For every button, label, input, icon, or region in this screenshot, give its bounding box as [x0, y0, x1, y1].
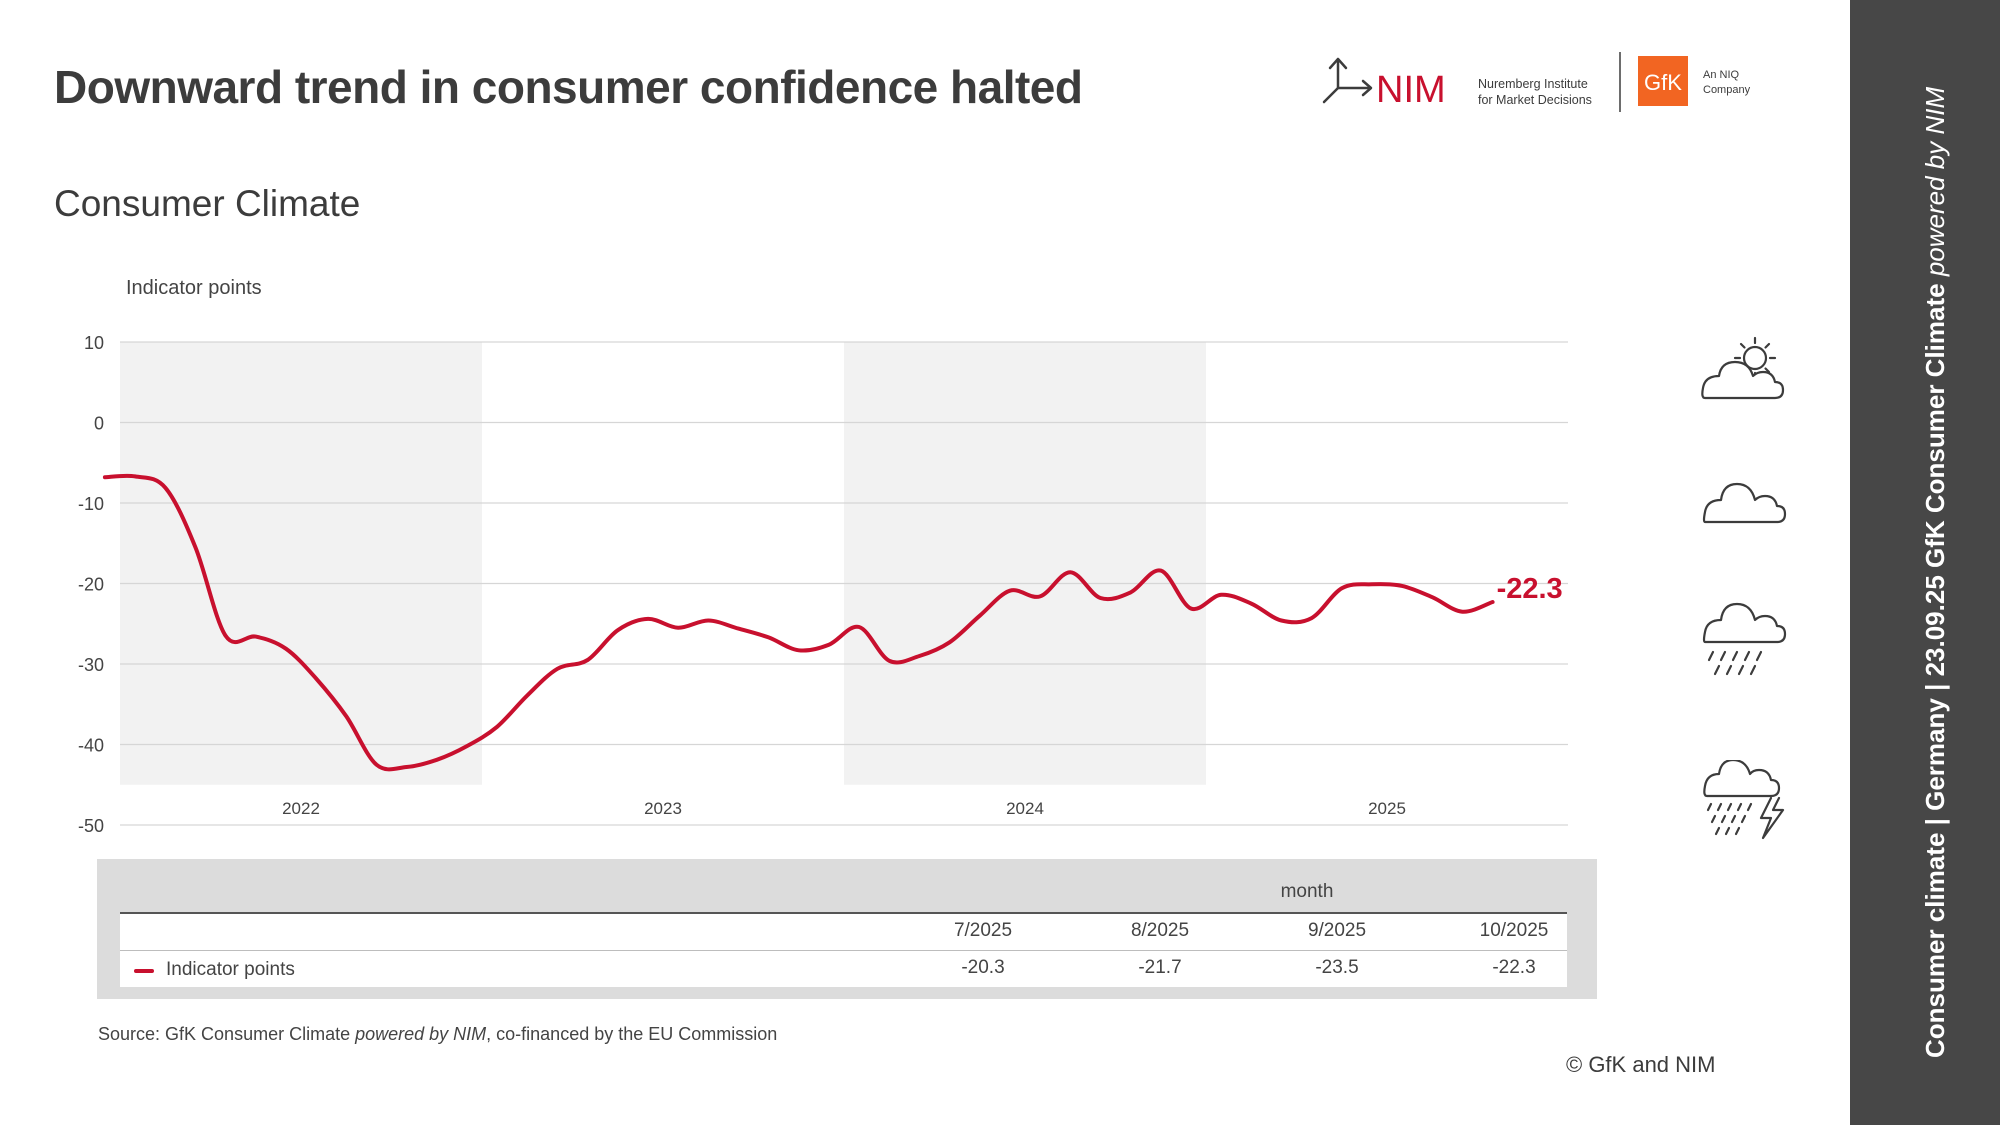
- niq-tagline-2: Company: [1703, 84, 1751, 96]
- consumer-climate-chart: 10 0 -10 -20 -30 -40 -50 Indicator points 2022 20…: [78, 277, 1568, 836]
- y-tick-label: 0: [94, 414, 104, 434]
- x-year-label: 2025: [1368, 799, 1406, 818]
- nim-tagline-1: Nuremberg Institute: [1478, 77, 1588, 91]
- y-tick-label: -10: [78, 494, 104, 514]
- y-tick-label: 10: [84, 333, 104, 353]
- sun-cloud-icon: [1701, 336, 1785, 400]
- niq-tagline-1: An NIQ: [1703, 69, 1740, 81]
- rain-cloud-icon: [1702, 602, 1787, 676]
- source-prefix: Source: GfK Consumer Climate: [98, 1024, 356, 1044]
- table-header-row: 7/2025 8/2025 9/2025 10/2025: [120, 914, 1567, 951]
- legend-label: Indicator points: [166, 959, 295, 980]
- y-tick-label: -20: [78, 575, 104, 595]
- year-band: [120, 342, 482, 785]
- table-col-header: 7/2025: [953, 920, 1013, 941]
- table-cell: -21.7: [1138, 957, 1182, 978]
- sidebar-caption-italic: powered by NIM: [1920, 86, 1950, 277]
- y-tick-label: -30: [78, 655, 104, 675]
- table-col-header: 9/2025: [1307, 920, 1367, 941]
- y-axis-label: Indicator points: [126, 277, 262, 299]
- table-row: Indicator points -20.3 -21.7 -23.5 -22.3: [120, 951, 1567, 987]
- gfk-logo-box: [1638, 56, 1688, 106]
- source-suffix: , co-financed by the EU Commission: [486, 1024, 778, 1044]
- y-tick-label: -50: [78, 816, 104, 836]
- table-cell: -22.3: [1492, 957, 1536, 978]
- year-band: [844, 342, 1206, 785]
- source-italic: powered by NIM: [355, 1024, 487, 1044]
- table-group-header: month: [1280, 881, 1334, 902]
- x-year-label: 2023: [644, 799, 682, 818]
- data-table-panel: month 7/2025 8/2025 9/2025 10/2025 Indic…: [97, 859, 1597, 999]
- sidebar-caption: Consumer climate | Germany | 23.09.25 Gf…: [1920, 87, 1951, 1058]
- logo-group: NIM Nuremberg Institute for Market Decis…: [1322, 52, 1751, 112]
- data-table: 7/2025 8/2025 9/2025 10/2025 Indicator p…: [120, 912, 1567, 987]
- sidebar: [1850, 0, 2000, 1125]
- cloud-icon: [1702, 482, 1787, 524]
- gfk-logo-text: GfK: [1644, 70, 1682, 95]
- table-col-header: 8/2025: [1130, 920, 1190, 941]
- chart-subtitle: Consumer Climate: [54, 183, 361, 224]
- table-cell: -23.5: [1315, 957, 1359, 978]
- copyright: © GfK and NIM: [1566, 1052, 1716, 1077]
- table-cell: -20.3: [961, 957, 1005, 978]
- y-tick-label: -40: [78, 736, 104, 756]
- source-note: Source: GfK Consumer Climate powered by …: [98, 1024, 777, 1045]
- last-value-label: -22.3: [1497, 573, 1563, 605]
- sidebar-caption-bold: Consumer climate | Germany | 23.09.25 Gf…: [1920, 276, 1950, 1058]
- nim-tagline-2: for Market Decisions: [1478, 93, 1592, 107]
- x-year-label: 2022: [282, 799, 320, 818]
- thunderstorm-icon: [1703, 760, 1785, 840]
- legend-swatch: [134, 969, 154, 973]
- page-title: Downward trend in consumer confidence ha…: [54, 61, 1083, 113]
- series-line-indicator-points: [102, 473, 1495, 772]
- table-col-header: 10/2025: [1479, 920, 1549, 941]
- nim-arrow-icon: [1322, 57, 1373, 104]
- nim-logo-text: NIM: [1376, 69, 1446, 111]
- x-year-label: 2024: [1006, 799, 1044, 818]
